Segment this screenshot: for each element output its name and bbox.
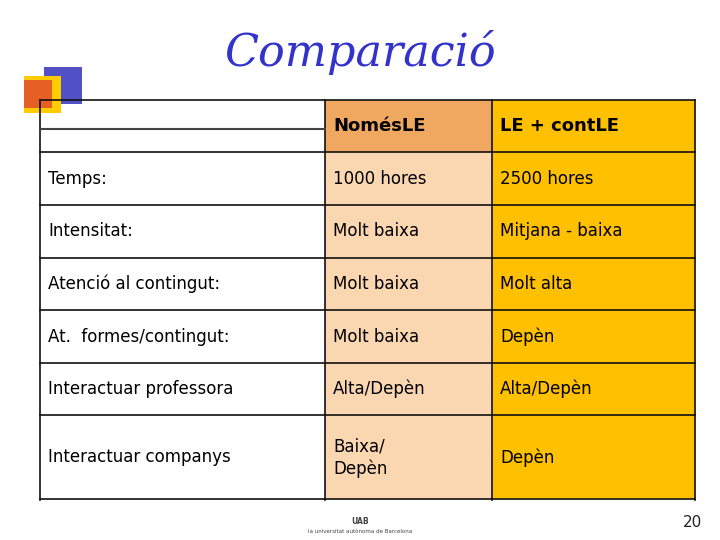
Bar: [325, 205, 492, 258]
Bar: [40, 100, 325, 152]
Text: Depèn: Depèn: [500, 448, 554, 467]
Text: 20: 20: [683, 515, 702, 530]
Bar: [325, 152, 492, 205]
Bar: [492, 310, 695, 363]
Bar: [492, 205, 695, 258]
Text: Molt baixa: Molt baixa: [333, 275, 419, 293]
Text: Alta/Depèn: Alta/Depèn: [500, 380, 593, 399]
Bar: [325, 363, 492, 415]
Bar: [40, 152, 325, 205]
Text: LE + contLE: LE + contLE: [500, 117, 619, 135]
Bar: [40, 363, 325, 415]
Text: Baixa/
Depèn: Baixa/ Depèn: [333, 437, 387, 478]
Text: Temps:: Temps:: [48, 170, 107, 188]
Text: At.  formes/contingut:: At. formes/contingut:: [48, 327, 230, 346]
Bar: [40, 415, 325, 500]
Bar: [24, 76, 61, 113]
Bar: [492, 152, 695, 205]
Text: Atenció al contingut:: Atenció al contingut:: [48, 275, 220, 293]
Text: Comparació: Comparació: [224, 30, 496, 75]
Text: Interactuar companys: Interactuar companys: [48, 448, 231, 467]
Text: Intensitat:: Intensitat:: [48, 222, 133, 240]
Text: UAB: UAB: [351, 517, 369, 526]
Text: Depèn: Depèn: [500, 327, 554, 346]
Bar: [325, 258, 492, 310]
Bar: [325, 310, 492, 363]
Text: 2500 hores: 2500 hores: [500, 170, 594, 188]
Bar: [492, 363, 695, 415]
Bar: [492, 100, 695, 152]
Bar: [40, 205, 325, 258]
Bar: [325, 415, 492, 500]
Text: la universitat autònoma de Barcelona: la universitat autònoma de Barcelona: [308, 529, 412, 534]
Bar: [325, 100, 492, 152]
Bar: [40, 310, 325, 363]
Text: Interactuar professora: Interactuar professora: [48, 380, 233, 398]
Text: Alta/Depèn: Alta/Depèn: [333, 380, 426, 399]
Text: NomésLE: NomésLE: [333, 117, 426, 135]
Bar: [40, 258, 325, 310]
Text: 1000 hores: 1000 hores: [333, 170, 427, 188]
Text: Molt baixa: Molt baixa: [333, 327, 419, 346]
Bar: [24, 80, 52, 108]
Bar: [492, 258, 695, 310]
Bar: [492, 415, 695, 500]
Text: Molt alta: Molt alta: [500, 275, 572, 293]
Bar: [45, 66, 82, 104]
Text: Molt baixa: Molt baixa: [333, 222, 419, 240]
Text: Mitjana - baixa: Mitjana - baixa: [500, 222, 623, 240]
